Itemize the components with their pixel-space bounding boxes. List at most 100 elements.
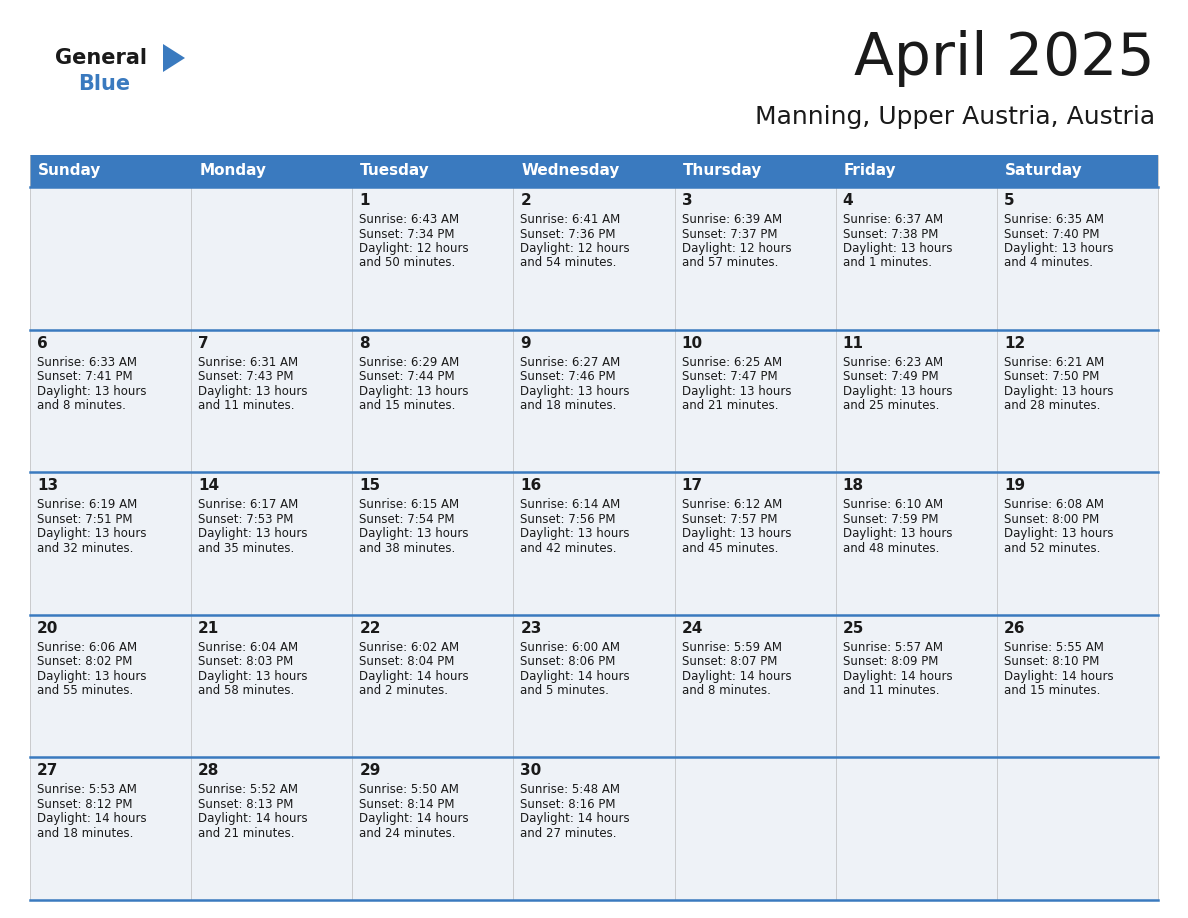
Text: Sunset: 7:44 PM: Sunset: 7:44 PM [359,370,455,383]
Text: and 24 minutes.: and 24 minutes. [359,827,456,840]
Text: Sunset: 7:53 PM: Sunset: 7:53 PM [198,512,293,526]
Text: Sunset: 7:41 PM: Sunset: 7:41 PM [37,370,133,383]
Text: Sunrise: 6:23 AM: Sunrise: 6:23 AM [842,355,943,369]
Text: Sunset: 8:07 PM: Sunset: 8:07 PM [682,655,777,668]
Text: 30: 30 [520,764,542,778]
Text: Sunset: 8:04 PM: Sunset: 8:04 PM [359,655,455,668]
Bar [30,187,191,330]
Text: Sunset: 7:46 PM: Sunset: 7:46 PM [520,370,617,383]
Text: Daylight: 14 hours: Daylight: 14 hours [520,812,630,825]
Bar [835,187,997,330]
Text: and 48 minutes.: and 48 minutes. [842,542,939,554]
Text: Daylight: 13 hours: Daylight: 13 hours [37,527,146,540]
Text: April 2025: April 2025 [854,30,1155,87]
Text: 21: 21 [198,621,220,636]
Bar [30,615,191,757]
Text: Daylight: 13 hours: Daylight: 13 hours [682,527,791,540]
Text: Sunset: 7:34 PM: Sunset: 7:34 PM [359,228,455,241]
Bar [835,155,997,187]
Text: Sunrise: 6:29 AM: Sunrise: 6:29 AM [359,355,460,369]
Text: Sunrise: 6:41 AM: Sunrise: 6:41 AM [520,213,620,226]
Bar [191,615,353,757]
Text: and 42 minutes.: and 42 minutes. [520,542,617,554]
Text: 27: 27 [37,764,58,778]
Text: Sunset: 7:50 PM: Sunset: 7:50 PM [1004,370,1099,383]
Bar [675,472,835,615]
Bar [30,472,191,615]
Bar [191,757,353,900]
Text: Daylight: 13 hours: Daylight: 13 hours [842,242,953,255]
Text: and 15 minutes.: and 15 minutes. [359,399,456,412]
Text: Sunrise: 6:02 AM: Sunrise: 6:02 AM [359,641,460,654]
Text: Daylight: 12 hours: Daylight: 12 hours [682,242,791,255]
Text: Daylight: 13 hours: Daylight: 13 hours [842,385,953,397]
Text: and 35 minutes.: and 35 minutes. [198,542,295,554]
Text: Daylight: 14 hours: Daylight: 14 hours [198,812,308,825]
Text: 6: 6 [37,336,48,351]
Bar [997,615,1158,757]
Text: Daylight: 13 hours: Daylight: 13 hours [842,527,953,540]
Text: Daylight: 14 hours: Daylight: 14 hours [682,670,791,683]
Text: and 1 minutes.: and 1 minutes. [842,256,931,270]
Bar [191,155,353,187]
Text: and 18 minutes.: and 18 minutes. [520,399,617,412]
Text: Sunset: 8:02 PM: Sunset: 8:02 PM [37,655,132,668]
Text: Sunset: 7:57 PM: Sunset: 7:57 PM [682,512,777,526]
Text: and 57 minutes.: and 57 minutes. [682,256,778,270]
Text: Sunrise: 6:15 AM: Sunrise: 6:15 AM [359,498,460,511]
Text: and 58 minutes.: and 58 minutes. [198,684,295,698]
Text: Sunrise: 6:39 AM: Sunrise: 6:39 AM [682,213,782,226]
Text: and 25 minutes.: and 25 minutes. [842,399,939,412]
Text: 7: 7 [198,336,209,351]
Text: and 50 minutes.: and 50 minutes. [359,256,455,270]
Text: Sunset: 8:14 PM: Sunset: 8:14 PM [359,798,455,811]
Text: Daylight: 12 hours: Daylight: 12 hours [359,242,469,255]
Text: Daylight: 13 hours: Daylight: 13 hours [359,385,469,397]
Bar [997,155,1158,187]
Bar [30,330,191,472]
Text: and 28 minutes.: and 28 minutes. [1004,399,1100,412]
Text: Sunset: 8:12 PM: Sunset: 8:12 PM [37,798,133,811]
Bar [513,155,675,187]
Text: Manning, Upper Austria, Austria: Manning, Upper Austria, Austria [754,105,1155,129]
Text: 13: 13 [37,478,58,493]
Text: 11: 11 [842,336,864,351]
Text: Wednesday: Wednesday [522,163,620,178]
Text: Sunrise: 6:25 AM: Sunrise: 6:25 AM [682,355,782,369]
Text: and 18 minutes.: and 18 minutes. [37,827,133,840]
Text: Daylight: 13 hours: Daylight: 13 hours [1004,385,1113,397]
Bar [513,757,675,900]
Text: Daylight: 14 hours: Daylight: 14 hours [1004,670,1113,683]
Text: Sunset: 8:06 PM: Sunset: 8:06 PM [520,655,615,668]
Bar [675,187,835,330]
Text: Sunrise: 6:43 AM: Sunrise: 6:43 AM [359,213,460,226]
Text: Daylight: 14 hours: Daylight: 14 hours [37,812,146,825]
Bar [675,330,835,472]
Text: Daylight: 13 hours: Daylight: 13 hours [198,385,308,397]
Bar [997,757,1158,900]
Bar [353,615,513,757]
Text: and 8 minutes.: and 8 minutes. [682,684,771,698]
Text: 20: 20 [37,621,58,636]
Text: Sunrise: 5:55 AM: Sunrise: 5:55 AM [1004,641,1104,654]
Text: 25: 25 [842,621,864,636]
Text: Daylight: 14 hours: Daylight: 14 hours [359,812,469,825]
Text: and 2 minutes.: and 2 minutes. [359,684,448,698]
Text: Daylight: 12 hours: Daylight: 12 hours [520,242,630,255]
Text: Tuesday: Tuesday [360,163,430,178]
Bar [30,155,191,187]
Text: Sunset: 7:54 PM: Sunset: 7:54 PM [359,512,455,526]
Bar [353,330,513,472]
Bar [835,330,997,472]
Text: 2: 2 [520,193,531,208]
Text: Sunset: 7:59 PM: Sunset: 7:59 PM [842,512,939,526]
Text: 24: 24 [682,621,703,636]
Text: and 55 minutes.: and 55 minutes. [37,684,133,698]
Text: Sunrise: 6:33 AM: Sunrise: 6:33 AM [37,355,137,369]
Text: Daylight: 13 hours: Daylight: 13 hours [198,527,308,540]
Bar [191,330,353,472]
Text: Sunset: 7:38 PM: Sunset: 7:38 PM [842,228,939,241]
Text: Sunrise: 5:50 AM: Sunrise: 5:50 AM [359,783,459,797]
Text: and 11 minutes.: and 11 minutes. [198,399,295,412]
Text: 1: 1 [359,193,369,208]
